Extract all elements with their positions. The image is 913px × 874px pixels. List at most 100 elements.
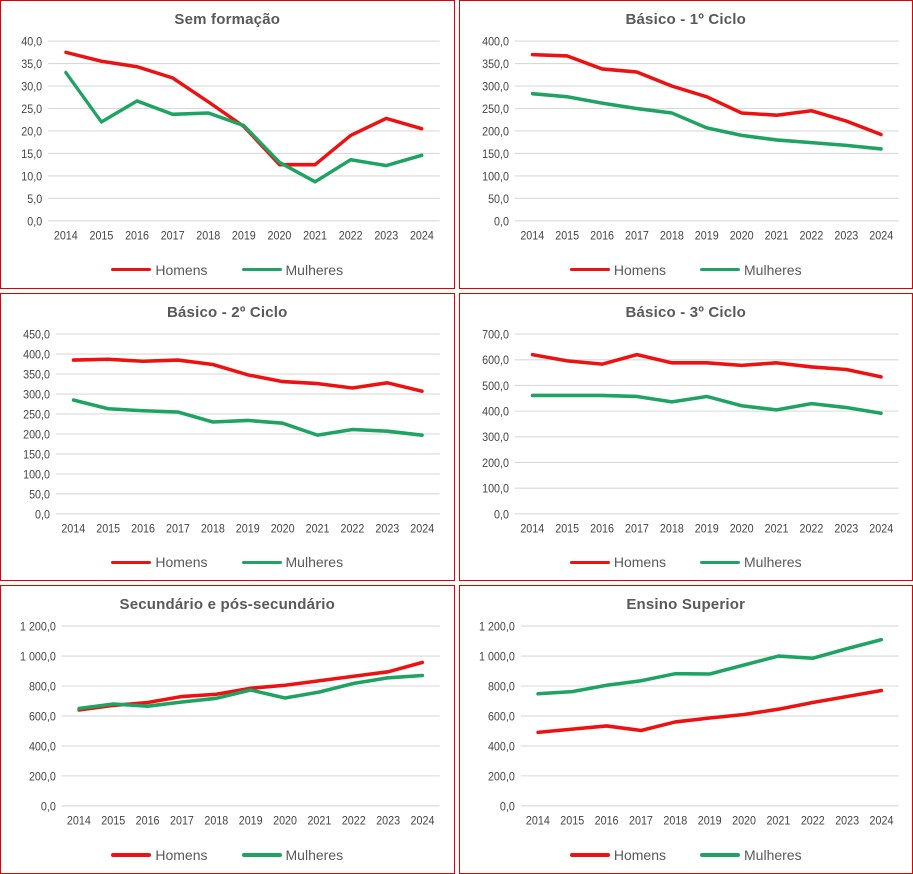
x-axis-tick-label: 2017 [625, 523, 649, 536]
y-axis-tick-label: 200,0 [487, 771, 514, 784]
y-axis-tick-label: 10,0 [21, 171, 42, 184]
x-axis-tick-label: 2022 [339, 230, 363, 243]
x-axis-tick-label: 2020 [268, 230, 292, 243]
y-axis-tick-label: 700,0 [482, 329, 509, 342]
x-axis-tick-label: 2019 [694, 230, 718, 243]
x-axis-tick-label: 2017 [161, 230, 185, 243]
series-line-homens [71, 357, 424, 393]
chart-legend: Homens Mulheres [466, 260, 907, 286]
mulheres-line-swatch [700, 267, 741, 272]
x-axis-tick-label: 2015 [89, 230, 113, 243]
x-axis-tick-label: 2023 [375, 523, 399, 536]
x-axis-tick-label: 2017 [625, 230, 649, 243]
chart-panel-secundario: Secundário e pós-secundário 0,0 200,0 400,… [0, 585, 455, 874]
series-line-mulheres [530, 91, 883, 151]
legend-label: Homens [613, 846, 667, 863]
x-axis-tick-label: 2015 [96, 523, 120, 536]
y-axis-tick-label: 0,0 [494, 508, 509, 521]
legend-label: Mulheres [744, 554, 802, 571]
y-axis-tick-label: 35,0 [21, 58, 42, 71]
x-axis-tick-label: 2014 [520, 523, 544, 536]
x-axis-tick-label: 2014 [61, 523, 85, 536]
legend-label: Homens [613, 261, 667, 278]
legend-label: Mulheres [285, 846, 344, 863]
y-axis-tick-label: 0,0 [41, 801, 56, 814]
x-axis-tick-label: 2017 [629, 815, 653, 828]
x-axis-tick-label: 2022 [799, 523, 823, 536]
y-axis-tick-label: 40,0 [21, 36, 42, 49]
y-axis-tick-label: 400,0 [482, 406, 509, 419]
y-axis-tick-label: 600,0 [29, 711, 56, 724]
x-axis-tick-label: 2022 [800, 815, 824, 828]
legend-item-homens: Homens [569, 846, 667, 863]
x-axis-tick-label: 2015 [560, 815, 584, 828]
series-line-mulheres [64, 70, 424, 184]
mulheres-line-swatch [241, 267, 282, 272]
x-axis-tick-label: 2018 [663, 815, 687, 828]
homens-line-swatch [111, 267, 152, 272]
x-axis-tick-label: 2016 [594, 815, 618, 828]
line-chart: 0,0 5,0 10,0 15,0 20,0 25,0 30,0 35,0 40,0 2014 20… [21, 36, 440, 243]
legend-label: Mulheres [285, 261, 344, 278]
chart-legend: Homens Mulheres [7, 552, 448, 578]
x-axis-tick-label: 2019 [232, 230, 256, 243]
chart-panel-basico-3-ciclo: Básico - 3º Ciclo 0,0 100,0 200,0 300,0 400,… [458, 292, 913, 582]
series-line-mulheres [530, 393, 883, 415]
mulheres-line-swatch [241, 853, 282, 857]
chart-panel-basico-1-ciclo: Básico - 1º Ciclo 0,0 50,0 100,0 150,0 200,0… [458, 0, 913, 289]
y-axis-tick-label: 300,0 [482, 81, 509, 94]
legend-item-homens: Homens [111, 554, 208, 570]
y-axis-tick-label: 600,0 [487, 711, 514, 724]
y-axis-tick-label: 200,0 [482, 126, 509, 139]
x-axis-tick-label: 2024 [411, 815, 435, 828]
homens-line-swatch [569, 560, 610, 565]
mulheres-line-swatch [700, 853, 741, 857]
series-line-mulheres [77, 674, 425, 711]
y-axis-tick-label: 30,0 [21, 81, 42, 94]
y-axis-tick-label: 50,0 [29, 488, 50, 501]
legend-item-mulheres: Mulheres [241, 554, 343, 570]
x-axis-tick-label: 2014 [525, 815, 549, 828]
x-axis-tick-label: 2022 [342, 815, 366, 828]
x-axis-tick-label: 2020 [729, 230, 753, 243]
legend-label: Mulheres [744, 846, 802, 863]
x-axis-tick-label: 2019 [694, 523, 718, 536]
y-axis-tick-label: 350,0 [23, 369, 50, 382]
x-axis-tick-label: 2018 [659, 523, 683, 536]
line-chart: 0,0 50,0 100,0 150,0 200,0 250,0 300,0 350,0 400… [23, 329, 440, 536]
y-axis-tick-label: 400,0 [23, 349, 50, 362]
legend-item-mulheres: Mulheres [700, 554, 802, 570]
x-axis-tick-label: 2023 [376, 815, 400, 828]
y-axis-tick-label: 250,0 [23, 409, 50, 422]
x-axis-tick-label: 2021 [307, 815, 331, 828]
y-axis-tick-label: 200,0 [23, 428, 50, 441]
x-axis-tick-label: 2022 [799, 230, 823, 243]
homens-line-swatch [111, 853, 152, 857]
x-axis-tick-label: 2024 [410, 523, 434, 536]
chart-legend: Homens Mulheres [466, 552, 907, 578]
legend-label: Homens [155, 846, 208, 863]
legend-item-homens: Homens [111, 846, 208, 863]
x-axis-tick-label: 2020 [271, 523, 295, 536]
x-axis-tick-label: 2016 [136, 815, 160, 828]
x-axis-tick-label: 2021 [306, 523, 330, 536]
chart-title: Secundário e pós-secundário [119, 596, 335, 614]
y-axis-tick-label: 100,0 [23, 468, 50, 481]
chart-legend: Homens Mulheres [7, 845, 448, 871]
y-axis-tick-label: 450,0 [23, 329, 50, 342]
y-axis-tick-label: 1 200,0 [479, 621, 515, 634]
series-line-mulheres [71, 397, 424, 437]
x-axis-tick-label: 2014 [54, 230, 78, 243]
y-axis-tick-label: 200,0 [29, 771, 56, 784]
y-axis-tick-label: 800,0 [487, 681, 514, 694]
x-axis-tick-label: 2014 [520, 230, 544, 243]
x-axis-tick-label: 2016 [131, 523, 155, 536]
homens-line-swatch [111, 560, 152, 565]
y-axis-tick-label: 400,0 [487, 741, 514, 754]
chart-title: Sem formação [174, 11, 281, 28]
y-axis-tick-label: 1 000,0 [479, 651, 515, 664]
legend-item-homens: Homens [111, 262, 208, 278]
x-axis-tick-label: 2018 [204, 815, 228, 828]
line-chart: 0,0 200,0 400,0 600,0 800,0 1 000,0 1 200,0 201… [479, 621, 899, 828]
